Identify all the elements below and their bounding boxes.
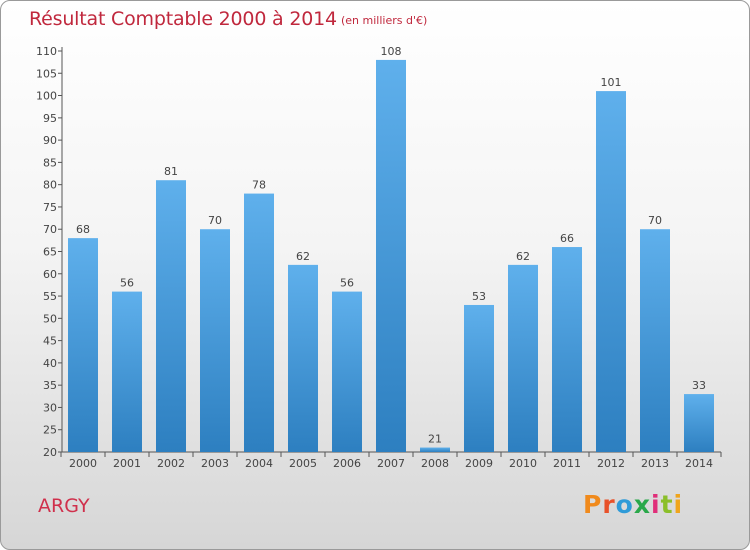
logo-letter: P	[583, 490, 603, 519]
bar-value-label: 66	[560, 232, 574, 245]
bar	[376, 59, 406, 453]
y-tick-label: 70	[43, 223, 57, 236]
logo-letter: t	[660, 490, 674, 519]
logo-letter: i	[673, 490, 684, 519]
bar	[200, 229, 230, 452]
x-tick-label: 2012	[597, 457, 625, 470]
y-tick-label: 55	[43, 290, 57, 303]
bar-value-label: 81	[164, 165, 178, 178]
bar	[288, 264, 318, 452]
y-tick-label: 75	[43, 201, 57, 214]
y-tick-label: 25	[43, 424, 57, 437]
bar	[420, 447, 450, 452]
bar-value-label: 56	[120, 277, 134, 290]
x-tick-label: 2006	[333, 457, 361, 470]
bar-value-label: 56	[340, 277, 354, 290]
bar	[68, 238, 98, 452]
bar	[508, 264, 538, 452]
x-tick-label: 2013	[641, 457, 669, 470]
bar	[332, 291, 362, 452]
x-tick-label: 2011	[553, 457, 581, 470]
bar-value-label: 68	[76, 223, 90, 236]
y-tick-label: 20	[43, 446, 57, 459]
y-tick-label: 80	[43, 179, 57, 192]
bar	[640, 229, 670, 452]
chart-x-ticks: 2000 2001 2002 2003 2004 2005 2006 2007 2008 2009…	[60, 452, 722, 470]
y-tick-label: 45	[43, 335, 57, 348]
y-tick-label: 35	[43, 379, 57, 392]
bar-value-label: 33	[692, 379, 706, 392]
x-tick-label: 2005	[289, 457, 317, 470]
bar-value-label: 78	[252, 179, 266, 192]
chart-subtitle: (en milliers d'€)	[341, 14, 428, 27]
x-tick-label: 2009	[465, 457, 493, 470]
bar-value-label: 62	[516, 250, 530, 263]
bar	[244, 193, 274, 453]
proxiti-logo[interactable]: Proxiti	[583, 490, 683, 519]
bar	[684, 394, 714, 452]
logo-letter: o	[615, 490, 634, 519]
bar	[552, 247, 582, 452]
bar-value-label: 62	[296, 250, 310, 263]
bar-value-label: 70	[648, 214, 662, 227]
y-tick-label: 85	[43, 156, 57, 169]
logo-letter: i	[651, 490, 661, 519]
chart-title: Résultat Comptable 2000 à 2014	[29, 8, 337, 30]
x-tick-label: 2008	[421, 457, 449, 470]
y-tick-label: 50	[43, 312, 57, 325]
bar	[156, 180, 186, 452]
bar	[112, 291, 142, 452]
x-tick-label: 2003	[201, 457, 229, 470]
y-tick-label: 60	[43, 268, 57, 281]
bar-value-label: 21	[428, 433, 442, 446]
logo-letter: x	[633, 490, 651, 519]
bar-value-label: 101	[601, 76, 622, 89]
y-tick-label: 65	[43, 246, 57, 259]
x-tick-label: 2004	[245, 457, 273, 470]
x-tick-label: 2002	[157, 457, 185, 470]
bar-value-label: 53	[472, 290, 486, 303]
logo-letter: r	[602, 490, 616, 519]
x-tick-label: 2000	[69, 457, 97, 470]
chart-bars	[68, 59, 714, 453]
y-tick-label: 105	[36, 67, 57, 80]
x-tick-label: 2001	[113, 457, 141, 470]
x-tick-label: 2007	[377, 457, 405, 470]
commune-name: ARGY	[38, 495, 90, 517]
y-tick-label: 40	[43, 357, 57, 370]
bar	[596, 91, 626, 452]
y-tick-label: 110	[36, 45, 57, 58]
y-tick-label: 30	[43, 401, 57, 414]
bar	[464, 304, 494, 452]
x-tick-label: 2014	[685, 457, 713, 470]
y-tick-label: 100	[36, 90, 57, 103]
x-tick-label: 2010	[509, 457, 537, 470]
y-tick-label: 90	[43, 134, 57, 147]
y-tick-label: 95	[43, 112, 57, 125]
bar-value-label: 70	[208, 214, 222, 227]
chart-value-labels: 68 56 81 70 78 62 56 108 21 53 62 66 101 70 33	[76, 45, 706, 446]
bar-value-label: 108	[381, 45, 402, 58]
